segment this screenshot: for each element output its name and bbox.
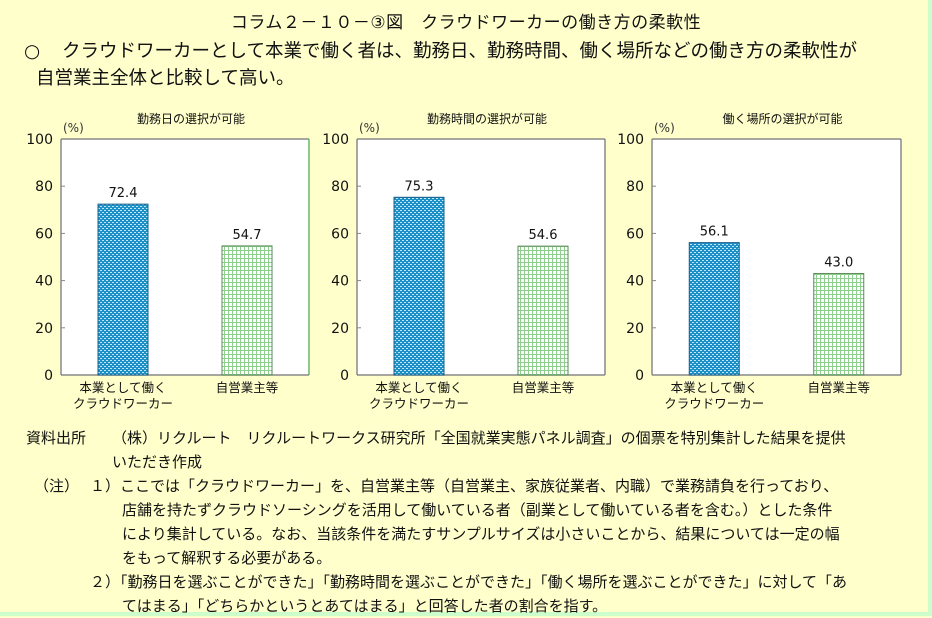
y-tick-label: 0 (635, 368, 644, 384)
data-label: 56.1 (700, 225, 729, 240)
panel-title: 勤務日の選択が可能 (137, 111, 245, 126)
bar-charts: 勤務日の選択が可能(%)02040608010072.4本業として働くクラウドワ… (26, 111, 902, 410)
summary-bullet: ○ (24, 41, 41, 62)
source-label: 資料出所 (26, 429, 87, 447)
x-category-label: クラウドワーカー (664, 396, 764, 410)
note-1-line-2: 店舗を持たずクラウドソーシングを活用して働いている者（副業として働いている者を含… (122, 501, 833, 519)
y-unit-label: (%) (654, 121, 675, 135)
figure-title: コラム２－１０－③図 クラウドワーカーの働き方の柔軟性 (230, 13, 702, 33)
summary-line-2: 自営業主全体と比較して高い。 (36, 68, 295, 89)
bar-crowdworker (393, 196, 445, 376)
x-category-label: 自営業主等 (807, 380, 870, 395)
summary-line-1: クラウドワーカーとして本業で働く者は、勤務日、勤務時間、働く場所などの働き方の柔… (62, 41, 857, 62)
data-label: 43.0 (824, 256, 853, 271)
y-tick-label: 20 (35, 321, 53, 337)
note-1-line-4: をもって解釈する必要がある。 (122, 549, 332, 567)
y-tick-label: 100 (617, 132, 644, 148)
y-tick-label: 60 (35, 226, 53, 242)
y-tick-label: 40 (35, 274, 53, 290)
source-text-1: （株）リクルート リクルートワークス研究所「全国就業実態パネル調査」の個票を特別… (112, 429, 846, 447)
y-tick-label: 100 (26, 132, 53, 148)
y-unit-label: (%) (63, 121, 84, 135)
y-tick-label: 20 (331, 321, 349, 337)
y-tick-label: 80 (331, 179, 349, 195)
summary-text: ○ クラウドワーカーとして本業で働く者は、勤務日、勤務時間、働く場所などの働き方の… (24, 38, 914, 92)
y-tick-label: 100 (322, 132, 349, 148)
bar-crowdworker (97, 203, 149, 376)
y-tick-label: 80 (626, 179, 644, 195)
y-tick-label: 20 (626, 321, 644, 337)
x-category-label: 本業として働く (671, 380, 758, 395)
bar-self-employed (813, 273, 865, 376)
source-notes: 資料出所 （株）リクルート リクルートワークス研究所「全国就業実態パネル調査」の個… (26, 426, 916, 618)
note-2-line-2: てはまる」「どちらかというとあてはまる」と回答した者の割合を指す。 (122, 597, 608, 615)
data-label: 75.3 (405, 179, 434, 194)
y-tick-label: 40 (626, 274, 644, 290)
note-label: （注） (34, 477, 80, 495)
note-2-line-1: ２）「勤務日を選ぶことができた」「勤務時間を選ぶことができた」「働く場所を選ぶこ… (90, 573, 848, 591)
y-tick-label: 60 (331, 226, 349, 242)
panel-title: 働く場所の選択が可能 (722, 111, 842, 126)
y-tick-label: 0 (340, 368, 349, 384)
x-category-label: クラウドワーカー (369, 396, 469, 410)
x-category-label: 自営業主等 (216, 380, 279, 395)
x-category-label: 本業として働く (79, 380, 166, 395)
x-category-label: クラウドワーカー (73, 396, 173, 410)
bar-crowdworker (688, 242, 740, 376)
y-unit-label: (%) (359, 121, 380, 135)
note-1-line-3: により集計している。なお、当該条件を満たすサンプルサイズは小さいことから、結果に… (122, 525, 840, 543)
y-tick-label: 60 (626, 226, 644, 242)
bar-self-employed (517, 245, 569, 376)
data-label: 54.7 (233, 228, 262, 243)
panel-title: 勤務時間の選択が可能 (427, 111, 547, 126)
data-label: 72.4 (109, 186, 138, 201)
note-1-line-1: １）ここでは「クラウドワーカー」を、自営業主等（自営業主、家族従業者、内職）で業… (90, 477, 839, 495)
bar-self-employed (221, 245, 273, 376)
y-tick-label: 0 (44, 368, 53, 384)
x-category-label: 本業として働く (375, 380, 462, 395)
x-category-label: 自営業主等 (512, 380, 575, 395)
source-text-2: いただき作成 (112, 453, 203, 471)
y-tick-label: 40 (331, 274, 349, 290)
y-tick-label: 80 (35, 179, 53, 195)
data-label: 54.6 (529, 228, 558, 243)
